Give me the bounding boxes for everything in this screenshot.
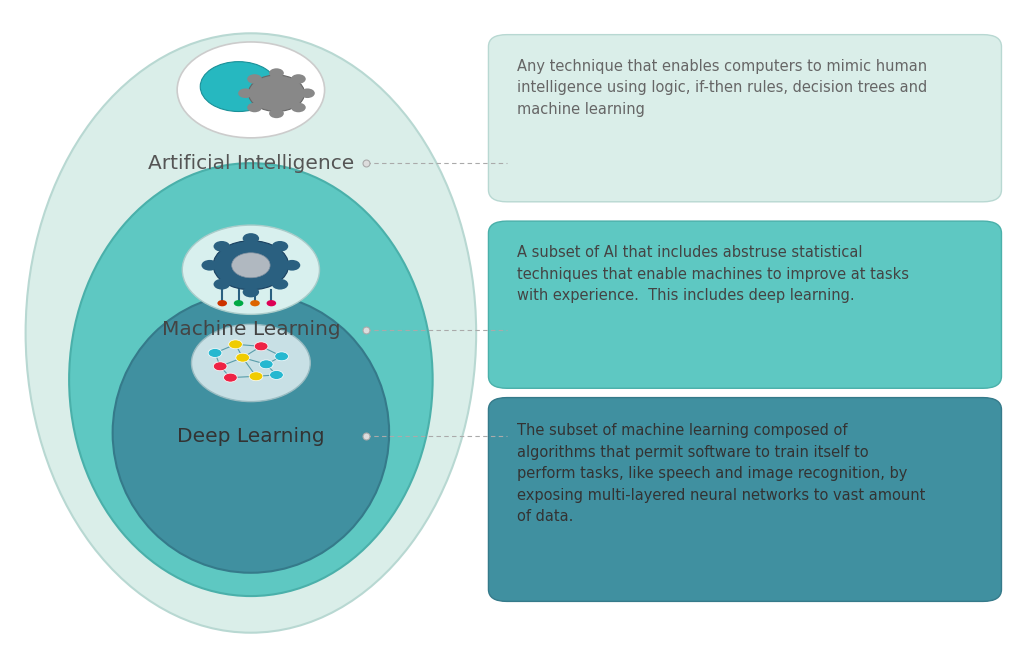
Circle shape — [236, 353, 250, 362]
Circle shape — [247, 74, 262, 84]
Circle shape — [182, 225, 319, 314]
Circle shape — [269, 69, 284, 78]
Circle shape — [233, 300, 244, 306]
Circle shape — [217, 300, 227, 306]
FancyBboxPatch shape — [488, 221, 1001, 388]
Circle shape — [284, 260, 300, 270]
Ellipse shape — [26, 33, 476, 633]
Text: Artificial Intelligence: Artificial Intelligence — [147, 154, 354, 172]
Circle shape — [269, 370, 284, 380]
Circle shape — [231, 253, 270, 278]
Circle shape — [269, 109, 284, 118]
Circle shape — [250, 300, 260, 306]
Circle shape — [228, 340, 243, 349]
Circle shape — [223, 373, 238, 382]
Text: Deep Learning: Deep Learning — [177, 427, 325, 446]
Circle shape — [271, 279, 288, 290]
Circle shape — [239, 89, 253, 98]
Circle shape — [271, 241, 288, 252]
Circle shape — [266, 300, 276, 306]
Circle shape — [202, 260, 218, 270]
Circle shape — [213, 240, 289, 290]
Circle shape — [300, 89, 314, 98]
Circle shape — [214, 241, 230, 252]
Text: A subset of AI that includes abstruse statistical
techniques that enable machine: A subset of AI that includes abstruse st… — [517, 245, 909, 303]
Text: Machine Learning: Machine Learning — [162, 320, 340, 339]
Circle shape — [291, 103, 306, 113]
Circle shape — [291, 74, 306, 84]
Circle shape — [177, 42, 325, 138]
Circle shape — [274, 352, 289, 361]
Circle shape — [254, 342, 268, 351]
Text: The subset of machine learning composed of
algorithms that permit software to tr: The subset of machine learning composed … — [517, 423, 926, 524]
FancyBboxPatch shape — [488, 35, 1001, 202]
Circle shape — [213, 362, 227, 371]
Circle shape — [249, 75, 304, 111]
Circle shape — [243, 233, 259, 244]
Circle shape — [214, 279, 230, 290]
Ellipse shape — [70, 163, 432, 596]
Text: Any technique that enables computers to mimic human
intelligence using logic, if: Any technique that enables computers to … — [517, 59, 928, 117]
Circle shape — [208, 348, 222, 358]
Circle shape — [247, 103, 262, 113]
Circle shape — [249, 372, 263, 381]
Circle shape — [243, 286, 259, 298]
Circle shape — [191, 324, 310, 402]
FancyBboxPatch shape — [488, 398, 1001, 601]
Circle shape — [259, 360, 273, 369]
Circle shape — [201, 62, 276, 111]
Ellipse shape — [113, 293, 389, 573]
